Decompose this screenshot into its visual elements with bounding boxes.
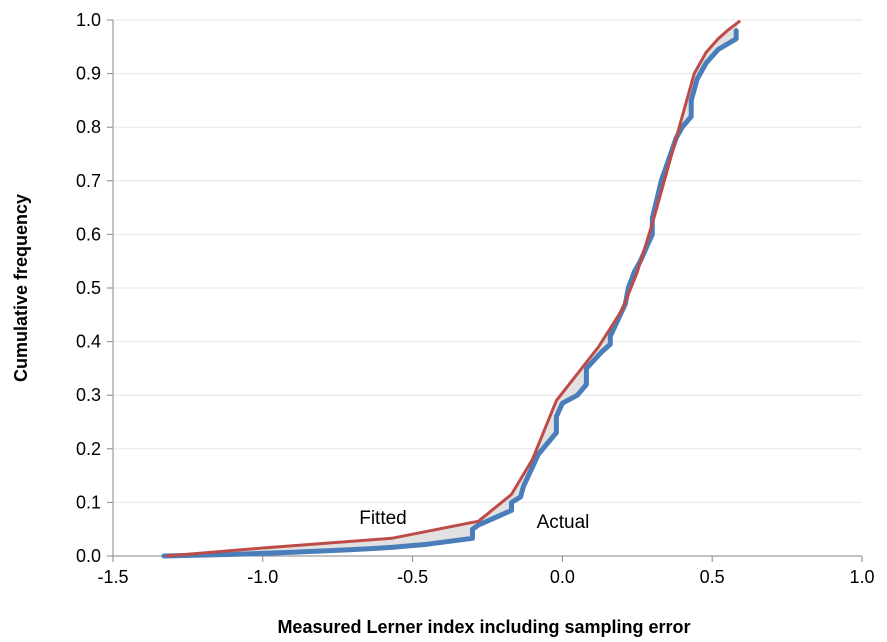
gap-shading — [163, 21, 740, 557]
y-tick-label: 0.5 — [76, 278, 101, 298]
y-tick-labels: 0.0 0.1 0.2 0.3 0.4 0.5 0.6 0.7 0.8 0.9 1.0 — [76, 10, 113, 566]
difference-fill — [163, 21, 740, 557]
fitted-annotation: Fitted — [359, 508, 407, 529]
y-tick-label: 0.0 — [76, 546, 101, 566]
x-axis-title: Measured Lerner index including sampling… — [277, 617, 690, 637]
actual-series-line — [161, 28, 739, 559]
series-lines — [161, 20, 741, 559]
x-tick-label: -0.5 — [397, 567, 428, 587]
y-tick-label: 0.7 — [76, 171, 101, 191]
fitted-series-line — [165, 20, 741, 558]
x-tick-label: 0.0 — [550, 567, 575, 587]
y-axis-title: Cumulative frequency — [11, 194, 31, 382]
y-tick-label: 0.6 — [76, 224, 101, 244]
y-tick-label: 0.1 — [76, 492, 101, 512]
x-tick-label: 0.5 — [700, 567, 725, 587]
y-tick-label: 0.2 — [76, 439, 101, 459]
y-tick-label: 0.3 — [76, 385, 101, 405]
y-tick-label: 0.4 — [76, 332, 101, 352]
y-tick-label: 1.0 — [76, 10, 101, 30]
gridlines — [113, 19, 862, 503]
y-tick-label: 0.9 — [76, 64, 101, 84]
y-tick-label: 0.8 — [76, 117, 101, 137]
x-tick-labels: -1.5 -1.0 -0.5 0.0 0.5 1.0 — [97, 556, 875, 587]
x-tick-label: 1.0 — [849, 567, 874, 587]
x-tick-label: -1.0 — [247, 567, 278, 587]
actual-annotation: Actual — [537, 512, 590, 533]
x-tick-label: -1.5 — [97, 567, 128, 587]
